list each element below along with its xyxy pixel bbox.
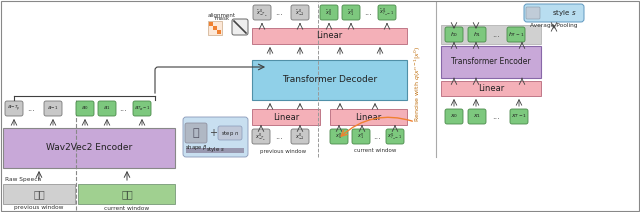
FancyBboxPatch shape <box>468 109 486 124</box>
Text: 𝄞𝄞: 𝄞𝄞 <box>121 189 133 199</box>
FancyBboxPatch shape <box>330 129 348 144</box>
Text: Linear: Linear <box>316 32 342 40</box>
Text: previous window: previous window <box>14 205 64 211</box>
Text: step $n$: step $n$ <box>221 128 239 138</box>
FancyBboxPatch shape <box>386 129 404 144</box>
Text: ...: ... <box>27 104 35 113</box>
Text: $\hat{x}^0_0$: $\hat{x}^0_0$ <box>326 7 333 18</box>
Bar <box>252 109 320 125</box>
Text: $a_{-1}$: $a_{-1}$ <box>47 105 59 112</box>
FancyBboxPatch shape <box>291 129 309 144</box>
Text: $x^n_{T_w-1}$: $x^n_{T_w-1}$ <box>387 131 403 142</box>
FancyBboxPatch shape <box>342 5 360 20</box>
Text: 👤: 👤 <box>193 128 199 138</box>
FancyBboxPatch shape <box>320 5 338 20</box>
Text: $h_0$: $h_0$ <box>450 30 458 39</box>
Bar <box>208 21 222 35</box>
Bar <box>3 128 175 168</box>
Text: current window: current window <box>104 205 150 211</box>
Text: ...: ... <box>364 8 372 17</box>
Bar <box>78 184 175 204</box>
FancyBboxPatch shape <box>252 129 270 144</box>
FancyBboxPatch shape <box>232 19 248 35</box>
Text: $\hat{x}^0_{-1}$: $\hat{x}^0_{-1}$ <box>295 7 305 18</box>
Bar <box>186 148 244 153</box>
Text: $x^0_{-1}$: $x^0_{-1}$ <box>295 131 305 142</box>
Bar <box>212 25 216 29</box>
Text: mask: mask <box>214 17 230 21</box>
FancyBboxPatch shape <box>133 101 151 116</box>
Bar <box>252 28 407 44</box>
Text: $a_{T_w-1}$: $a_{T_w-1}$ <box>134 104 150 113</box>
Bar <box>441 81 541 96</box>
FancyBboxPatch shape <box>183 117 248 157</box>
FancyBboxPatch shape <box>218 126 242 140</box>
Text: ...: ... <box>275 132 283 141</box>
FancyBboxPatch shape <box>44 101 62 116</box>
Bar <box>3 184 75 204</box>
Text: $a_0$: $a_0$ <box>81 105 89 112</box>
Text: ...: ... <box>275 8 283 17</box>
FancyBboxPatch shape <box>526 7 540 19</box>
FancyBboxPatch shape <box>445 27 463 42</box>
Text: $a_1$: $a_1$ <box>103 105 111 112</box>
FancyBboxPatch shape <box>524 4 584 22</box>
Text: Renoise with $q(x^{n-1}|x^0)$: Renoise with $q(x^{n-1}|x^0)$ <box>413 46 423 122</box>
FancyBboxPatch shape <box>352 129 370 144</box>
Text: ...: ... <box>492 30 500 39</box>
Bar <box>252 60 407 100</box>
Text: current window: current window <box>354 148 396 153</box>
Text: $\hat{x}^0_{-T_p}$: $\hat{x}^0_{-T_p}$ <box>256 7 268 18</box>
Text: +: + <box>209 128 217 138</box>
Text: previous window: previous window <box>260 148 306 153</box>
Text: $h_{T-1}$: $h_{T-1}$ <box>508 30 524 39</box>
Text: style $s$: style $s$ <box>205 145 225 155</box>
Text: shape $\beta$: shape $\beta$ <box>185 142 207 152</box>
FancyBboxPatch shape <box>76 101 94 116</box>
Text: $a_{-T_p}$: $a_{-T_p}$ <box>8 103 20 113</box>
Text: $\hat{x}^0_1$: $\hat{x}^0_1$ <box>348 7 355 18</box>
Bar <box>209 21 212 25</box>
FancyBboxPatch shape <box>253 5 271 20</box>
Bar <box>441 25 541 44</box>
Text: Wav2Vec2 Encoder: Wav2Vec2 Encoder <box>46 144 132 152</box>
Text: ...: ... <box>119 104 127 113</box>
Bar <box>441 46 541 78</box>
Text: style $s$: style $s$ <box>552 8 576 18</box>
Text: $x^n_0$: $x^n_0$ <box>335 132 342 141</box>
Text: Linear: Linear <box>273 113 299 121</box>
Text: Linear: Linear <box>355 113 381 121</box>
Text: $x_0$: $x_0$ <box>450 113 458 120</box>
FancyBboxPatch shape <box>98 101 116 116</box>
Text: $h_1$: $h_1$ <box>473 30 481 39</box>
FancyBboxPatch shape <box>468 27 486 42</box>
FancyBboxPatch shape <box>5 101 23 116</box>
FancyBboxPatch shape <box>507 27 525 42</box>
Text: $x^n_1$: $x^n_1$ <box>357 132 365 141</box>
Text: alignment: alignment <box>208 13 236 18</box>
Text: $\hat{x}^0_{T_w-1}$: $\hat{x}^0_{T_w-1}$ <box>380 7 395 18</box>
Text: $x_1$: $x_1$ <box>473 113 481 120</box>
Bar <box>330 109 407 125</box>
Text: ...: ... <box>373 132 381 141</box>
FancyBboxPatch shape <box>378 5 396 20</box>
FancyBboxPatch shape <box>445 109 463 124</box>
Text: $x_{T-1}$: $x_{T-1}$ <box>511 113 527 120</box>
Text: ...: ... <box>492 112 500 121</box>
Text: Transformer Encoder: Transformer Encoder <box>451 57 531 67</box>
Bar <box>216 29 221 33</box>
Text: $x^0_{-T_p}$: $x^0_{-T_p}$ <box>255 131 267 142</box>
Text: Raw Speech: Raw Speech <box>5 177 41 183</box>
Text: Linear: Linear <box>478 84 504 93</box>
FancyBboxPatch shape <box>291 5 309 20</box>
FancyBboxPatch shape <box>510 109 528 124</box>
FancyBboxPatch shape <box>185 123 207 143</box>
Text: Average Pooling: Average Pooling <box>531 24 578 28</box>
Text: Transformer Decoder: Transformer Decoder <box>282 75 377 85</box>
Text: 𝄞𝄞: 𝄞𝄞 <box>33 189 45 199</box>
